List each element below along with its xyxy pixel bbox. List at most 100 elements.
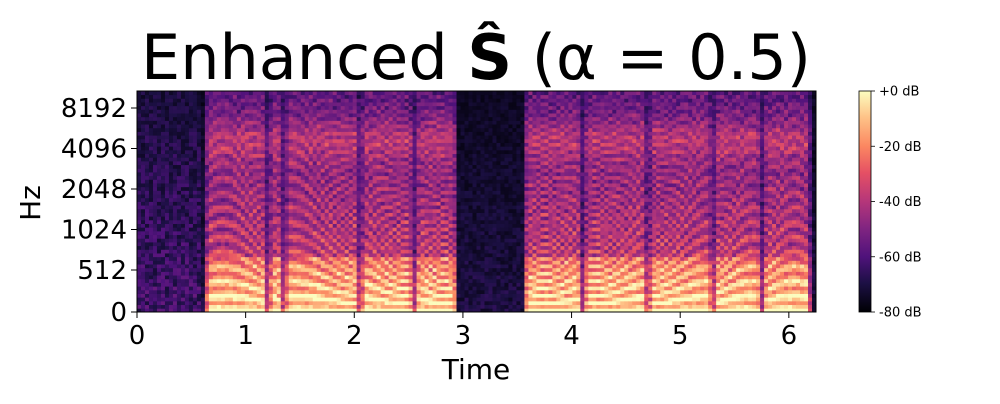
heatmap-cell [296, 168, 302, 173]
heatmap-cell [348, 183, 354, 188]
heatmap-cell [192, 135, 198, 140]
heatmap-cell [156, 157, 162, 162]
heatmap-cell [408, 175, 413, 180]
heatmap-cell [404, 157, 409, 162]
heatmap-cell [356, 282, 362, 287]
heatmap-cell [368, 205, 374, 210]
heatmap-cell [364, 216, 370, 221]
heatmap-cell [256, 160, 262, 166]
heatmap-cell [192, 297, 198, 302]
heatmap-cell [184, 201, 190, 206]
heatmap-cell [324, 300, 330, 306]
heatmap-cell [444, 149, 449, 155]
heatmap-cell [360, 172, 366, 177]
heatmap-cell [464, 113, 469, 118]
heatmap-cell [352, 116, 358, 121]
heatmap-cell [328, 264, 334, 269]
heatmap-cell [144, 146, 150, 151]
heatmap-cell [376, 216, 382, 221]
heatmap-cell [400, 308, 405, 312]
heatmap-cell [137, 98, 142, 103]
heatmap-cell [460, 201, 465, 206]
heatmap-cell [200, 149, 206, 155]
heatmap-cell [200, 164, 206, 169]
heatmap-cell [280, 275, 286, 280]
heatmap-cell [404, 186, 409, 191]
heatmap-cell [212, 116, 218, 121]
heatmap-cell [288, 234, 294, 239]
heatmap-cell [244, 102, 250, 107]
heatmap-cell [448, 219, 453, 224]
heatmap-cell [416, 253, 421, 258]
heatmap-cell [140, 164, 146, 169]
heatmap-cell [156, 135, 162, 140]
heatmap-cell [380, 168, 386, 173]
heatmap-cell [308, 304, 314, 309]
heatmap-cell [236, 146, 242, 151]
heatmap-cell [240, 212, 246, 217]
heatmap-cell [340, 91, 346, 96]
heatmap-cell [152, 172, 158, 177]
heatmap-cell [436, 293, 441, 298]
heatmap-cell [224, 91, 230, 96]
heatmap-cell [372, 293, 378, 298]
heatmap-cell [432, 116, 437, 121]
heatmap-cell [400, 157, 405, 162]
heatmap-cell [228, 149, 234, 155]
heatmap-cell [248, 219, 254, 224]
heatmap-cell [252, 183, 258, 188]
heatmap-cell [300, 293, 306, 298]
heatmap-cell [328, 194, 334, 199]
heatmap-cell [348, 245, 354, 250]
heatmap-cell [420, 256, 425, 261]
heatmap-cell [296, 102, 302, 107]
heatmap-cell [348, 91, 354, 96]
heatmap-cell [328, 216, 334, 221]
heatmap-cell [348, 109, 354, 114]
heatmap-cell [372, 124, 378, 129]
heatmap-cell [264, 197, 270, 202]
heatmap-cell [332, 153, 338, 158]
heatmap-cell [260, 153, 266, 158]
heatmap-cell [460, 157, 465, 162]
heatmap-cell [436, 146, 441, 151]
heatmap-cell [188, 293, 194, 298]
heatmap-cell [372, 212, 378, 217]
heatmap-cell [452, 175, 457, 180]
heatmap-cell [428, 264, 433, 269]
heatmap-cell [456, 186, 461, 191]
heatmap-cell [208, 91, 214, 96]
heatmap-cell [137, 91, 142, 96]
chart-title-symbol: Ŝ [467, 21, 512, 94]
heatmap-cell [456, 286, 461, 291]
heatmap-cell [256, 201, 262, 206]
heatmap-cell [220, 253, 226, 258]
heatmap-cell [464, 245, 469, 250]
heatmap-cell [216, 286, 222, 291]
heatmap-cell [180, 227, 186, 232]
heatmap-cell [412, 286, 417, 291]
heatmap-cell [256, 253, 262, 258]
heatmap-cell [224, 205, 230, 210]
heatmap-cell [340, 286, 346, 291]
heatmap-cell [188, 120, 194, 125]
heatmap-cell [280, 238, 286, 243]
heatmap-cell [232, 116, 238, 121]
heatmap-cell [404, 271, 409, 276]
heatmap-cell [256, 216, 262, 221]
heatmap-cell [304, 168, 310, 173]
heatmap-cell [428, 286, 433, 291]
heatmap-cell [208, 153, 214, 158]
heatmap-cell [440, 186, 445, 191]
heatmap-cell [304, 98, 310, 103]
heatmap-cell [296, 127, 302, 132]
heatmap-cell [432, 149, 437, 155]
heatmap-cell [192, 120, 198, 125]
heatmap-cell [137, 230, 142, 236]
heatmap-cell [336, 289, 342, 294]
heatmap-cell [204, 264, 210, 269]
heatmap-cell [188, 201, 194, 206]
heatmap-cell [140, 120, 146, 125]
heatmap-cell [392, 138, 398, 143]
heatmap-cell [192, 238, 198, 243]
